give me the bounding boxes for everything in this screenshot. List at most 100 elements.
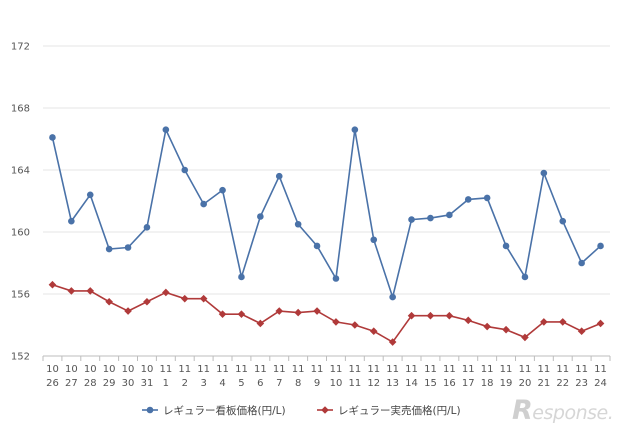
legend: レギュラー看板価格(円/L) レギュラー実売価格(円/L) <box>142 404 461 417</box>
y-tick-label: 172 <box>11 42 30 53</box>
legend-marker <box>146 406 154 414</box>
data-point <box>502 325 510 334</box>
x-tick-label-day: 8 <box>295 378 301 389</box>
data-point <box>275 307 284 315</box>
data-point <box>597 242 604 250</box>
data-point <box>502 242 510 250</box>
x-tick-label-month: 10 <box>122 364 135 375</box>
x-tick-label-day: 24 <box>594 378 607 389</box>
data-point <box>369 327 378 335</box>
x-tick-label-month: 11 <box>235 364 248 375</box>
x-tick-label-day: 30 <box>122 378 135 389</box>
x-axis: 1026102710281029103010311111121131141151… <box>42 356 611 389</box>
data-point <box>596 319 605 328</box>
data-point <box>124 307 132 315</box>
data-point <box>200 200 207 208</box>
x-tick-label-month: 11 <box>348 364 361 375</box>
data-point <box>181 166 189 174</box>
x-tick-label-day: 15 <box>424 378 437 389</box>
series-line <box>51 127 602 301</box>
data-point <box>578 259 585 267</box>
data-point <box>427 214 434 222</box>
data-point <box>313 307 321 315</box>
watermark-initial: R <box>512 395 533 426</box>
data-point <box>351 321 359 329</box>
data-point <box>180 294 189 303</box>
data-point <box>407 311 416 320</box>
x-tick-label-month: 11 <box>500 364 513 375</box>
legend-label: レギュラー看板価格(円/L) <box>163 404 286 417</box>
legend-item-2: レギュラー実売価格(円/L) <box>317 404 461 417</box>
x-tick-label-month: 11 <box>556 364 569 375</box>
legend-item-1: レギュラー看板価格(円/L) <box>142 404 286 417</box>
x-tick-label-day: 6 <box>257 378 263 389</box>
data-point <box>332 318 340 326</box>
data-point <box>313 242 321 250</box>
x-tick-label-month: 11 <box>594 364 607 375</box>
response-watermark: Response. <box>512 395 632 426</box>
x-tick-label-day: 21 <box>537 378 550 389</box>
data-point <box>275 172 283 180</box>
x-tick-label-day: 22 <box>556 378 569 389</box>
data-point <box>540 318 548 326</box>
x-tick-label-month: 11 <box>197 364 210 375</box>
x-tick-label-day: 2 <box>182 378 188 389</box>
data-point <box>426 311 435 320</box>
x-tick-label-day: 7 <box>276 378 282 389</box>
data-point <box>446 211 453 219</box>
legend-label: レギュラー実売価格(円/L) <box>338 404 461 417</box>
data-point <box>464 316 473 325</box>
y-tick-label: 156 <box>11 290 30 301</box>
data-point <box>483 194 491 202</box>
x-tick-label-month: 11 <box>537 364 550 375</box>
data-point <box>445 311 454 320</box>
x-tick-label-day: 23 <box>575 378 588 389</box>
x-tick-label-month: 10 <box>84 364 97 375</box>
x-tick-label-day: 27 <box>65 378 78 389</box>
data-point <box>408 216 415 223</box>
x-tick-label-day: 26 <box>46 378 59 389</box>
y-tick-label: 164 <box>11 166 30 177</box>
data-point <box>464 196 472 203</box>
x-tick-label-month: 11 <box>443 364 456 375</box>
data-point <box>199 294 208 303</box>
x-tick-label-month: 11 <box>254 364 267 375</box>
x-tick-label-day: 5 <box>238 378 244 389</box>
data-point <box>540 169 548 177</box>
x-tick-label-day: 4 <box>219 378 225 389</box>
series-layer <box>48 126 605 346</box>
data-point <box>105 297 113 306</box>
x-tick-label-month: 11 <box>386 364 399 375</box>
data-point <box>48 280 57 289</box>
data-point <box>332 275 340 282</box>
data-point <box>256 319 265 328</box>
data-point <box>219 186 226 194</box>
x-tick-label-day: 18 <box>481 378 494 389</box>
x-tick-label-month: 11 <box>424 364 437 375</box>
data-point <box>162 288 170 297</box>
x-tick-label-month: 10 <box>65 364 78 375</box>
y-axis: 152 156 160 164 168 172 <box>11 42 30 363</box>
series-2 <box>48 280 605 346</box>
y-tick-label: 160 <box>11 228 30 239</box>
x-tick-label-day: 11 <box>348 378 361 389</box>
x-tick-label-month: 11 <box>159 364 172 375</box>
x-tick-label-day: 13 <box>386 378 399 389</box>
x-tick-label-day: 9 <box>314 378 320 389</box>
x-tick-label-day: 1 <box>163 378 169 389</box>
x-tick-label-day: 12 <box>367 378 380 389</box>
legend-marker <box>321 406 329 414</box>
x-tick-label-month: 11 <box>481 364 494 375</box>
data-point <box>238 273 245 281</box>
x-tick-label-month: 11 <box>273 364 286 375</box>
series-1 <box>49 126 604 301</box>
data-point <box>105 245 113 253</box>
data-point <box>124 244 132 251</box>
x-tick-label-month: 11 <box>216 364 229 375</box>
x-tick-label-month: 11 <box>311 364 324 375</box>
data-point <box>388 338 397 346</box>
data-point <box>86 287 95 295</box>
x-tick-label-month: 10 <box>103 364 116 375</box>
data-point <box>559 217 567 225</box>
